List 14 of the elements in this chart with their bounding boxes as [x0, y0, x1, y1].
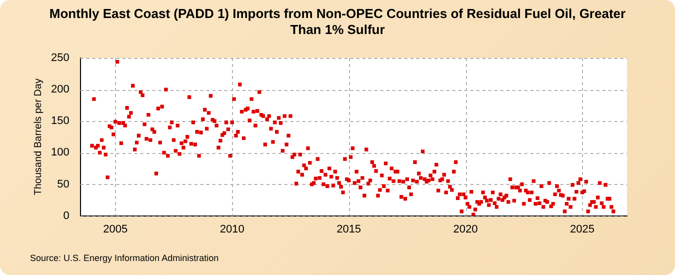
x-tick-label: 2020: [453, 223, 478, 236]
y-tick-label: 100: [50, 146, 70, 159]
y-tick-label: 200: [50, 84, 70, 96]
y-tick-label: 50: [57, 178, 70, 190]
chart-title: Monthly East Coast (PADD 1) Imports from Non-OPEC Countries of Residual Fuel Oil, Greater Than 1% Sulfur: [48, 6, 627, 38]
x-tick-label: 2025: [570, 223, 594, 236]
x-tick-label: 2005: [103, 223, 128, 236]
source-note: Source: U.S. Energy Information Administration: [30, 253, 219, 263]
y-tick-label: 0: [63, 210, 70, 222]
x-tick-label: 2015: [336, 223, 362, 236]
y-axis-title: Thousand Barrels per Day: [32, 78, 44, 196]
y-tick-label: 250: [50, 52, 70, 64]
x-tick-label: 2010: [220, 223, 244, 236]
y-tick-label: 150: [50, 115, 70, 128]
